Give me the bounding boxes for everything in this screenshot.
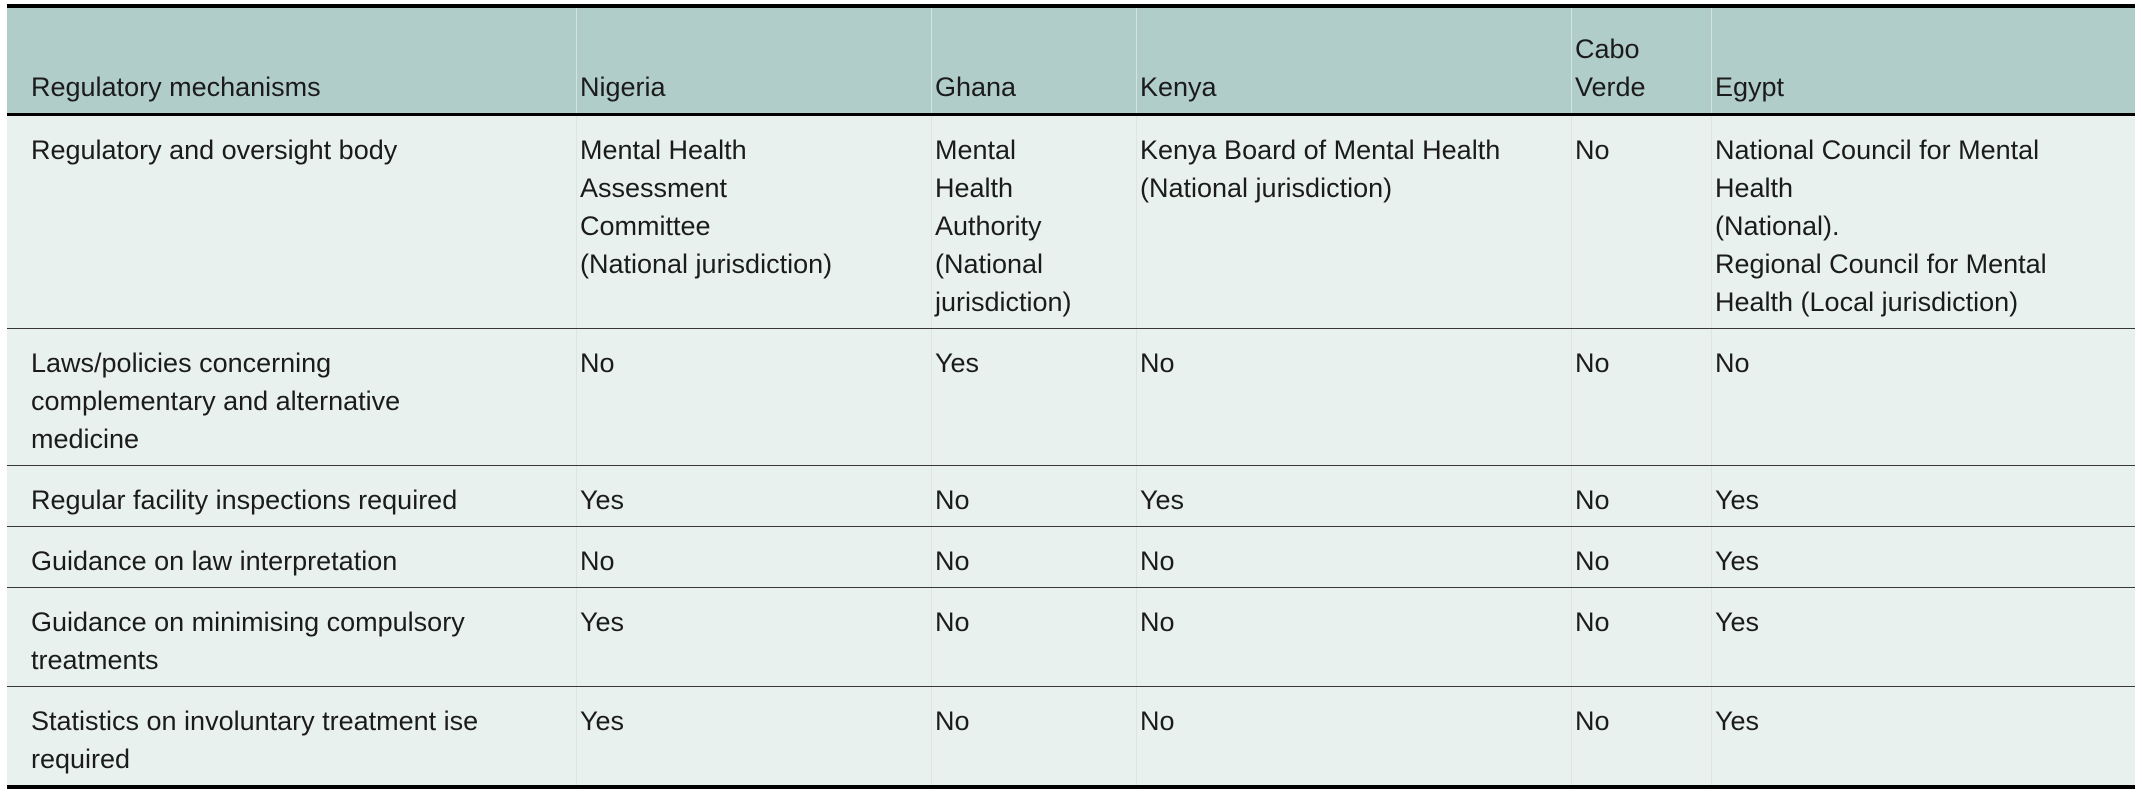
cell-ghana: No (931, 526, 1136, 588)
table-header: Regulatory mechanisms Nigeria Ghana Keny… (7, 6, 2135, 116)
cell-nigeria: Mental Health Assessment Committee (Nati… (576, 114, 931, 329)
cell-cabo-verde: No (1571, 587, 1711, 687)
table-row-facility-inspections: Regular facility inspections required Ye… (7, 465, 2135, 527)
cell-nigeria: Yes (576, 465, 931, 527)
column-header-regulatory-mechanisms: Regulatory mechanisms (7, 6, 576, 116)
cell-nigeria: Yes (576, 686, 931, 787)
cell-nigeria: Yes (576, 587, 931, 687)
cell-kenya: No (1136, 587, 1571, 687)
column-header-kenya: Kenya (1136, 6, 1571, 116)
row-label: Statistics on involuntary treatment ise … (7, 686, 576, 787)
column-header-ghana: Ghana (931, 6, 1136, 116)
cell-ghana: Yes (931, 328, 1136, 466)
cell-egypt: Yes (1711, 686, 2135, 787)
cell-ghana: No (931, 686, 1136, 787)
cell-cabo-verde: No (1571, 114, 1711, 329)
header-row: Regulatory mechanisms Nigeria Ghana Keny… (7, 6, 2135, 116)
regulatory-mechanisms-table-container: Regulatory mechanisms Nigeria Ghana Keny… (7, 4, 2135, 789)
row-label: Regular facility inspections required (7, 465, 576, 527)
table-row-involuntary-treatment-statistics: Statistics on involuntary treatment ise … (7, 686, 2135, 787)
cell-cabo-verde: No (1571, 328, 1711, 466)
cell-cabo-verde: No (1571, 526, 1711, 588)
cell-nigeria: No (576, 328, 931, 466)
cell-kenya: No (1136, 328, 1571, 466)
cell-kenya: No (1136, 686, 1571, 787)
table-row-laws-policies-cam: Laws/policies concerning complementary a… (7, 328, 2135, 466)
cell-cabo-verde: No (1571, 686, 1711, 787)
cell-egypt: National Council for Mental Health (Nati… (1711, 114, 2135, 329)
regulatory-mechanisms-table: Regulatory mechanisms Nigeria Ghana Keny… (7, 4, 2135, 789)
cell-kenya: Kenya Board of Mental Health (National j… (1136, 114, 1571, 329)
cell-kenya: No (1136, 526, 1571, 588)
cell-egypt: Yes (1711, 587, 2135, 687)
cell-ghana: Mental Health Authority (National jurisd… (931, 114, 1136, 329)
table-row-law-interpretation: Guidance on law interpretation No No No … (7, 526, 2135, 588)
row-label: Laws/policies concerning complementary a… (7, 328, 576, 466)
row-label: Regulatory and oversight body (7, 114, 576, 329)
table-body: Regulatory and oversight body Mental Hea… (7, 114, 2135, 787)
cell-kenya: Yes (1136, 465, 1571, 527)
column-header-egypt: Egypt (1711, 6, 2135, 116)
cell-egypt: Yes (1711, 526, 2135, 588)
cell-ghana: No (931, 465, 1136, 527)
cell-ghana: No (931, 587, 1136, 687)
cell-nigeria: No (576, 526, 931, 588)
column-header-nigeria: Nigeria (576, 6, 931, 116)
column-header-cabo-verde: Cabo Verde (1571, 6, 1711, 116)
row-label: Guidance on minimising compulsory treatm… (7, 587, 576, 687)
cell-egypt: Yes (1711, 465, 2135, 527)
cell-cabo-verde: No (1571, 465, 1711, 527)
row-label: Guidance on law interpretation (7, 526, 576, 588)
table-row-minimising-compulsory-treatments: Guidance on minimising compulsory treatm… (7, 587, 2135, 687)
cell-egypt: No (1711, 328, 2135, 466)
table-row-regulatory-oversight-body: Regulatory and oversight body Mental Hea… (7, 114, 2135, 329)
